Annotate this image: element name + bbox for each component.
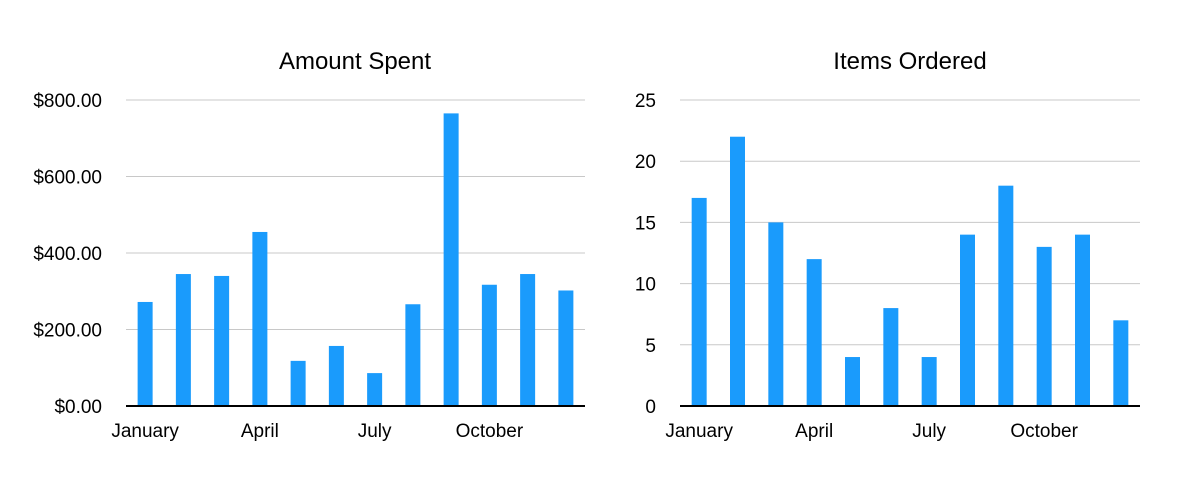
x-axis-ticks: January April July October: [665, 421, 1078, 442]
bar-july: [367, 373, 383, 406]
x-tick-label: April: [795, 421, 833, 442]
bars: [137, 113, 574, 406]
y-axis-ticks: $0.00 $200.00 $400.00 $600.00 $800.00: [33, 91, 102, 418]
y-tick-label: $600.00: [33, 168, 102, 189]
x-tick-label: July: [912, 421, 946, 442]
bar-october: [481, 284, 497, 406]
grid-lines: [126, 99, 585, 330]
bar-july: [921, 357, 937, 406]
bar-october: [1036, 246, 1052, 406]
bar-april: [252, 231, 268, 406]
x-tick-label: October: [1010, 421, 1078, 442]
bar-january: [691, 197, 707, 406]
y-tick-label: $400.00: [33, 244, 102, 265]
bar-february: [730, 136, 745, 406]
x-tick-label: July: [358, 421, 392, 442]
y-tick-label: 5: [645, 336, 656, 357]
bar-june: [883, 308, 899, 406]
x-tick-label: April: [241, 421, 279, 442]
bars: [691, 136, 1129, 406]
x-tick-label: October: [456, 421, 524, 442]
x-axis-ticks: January April July October: [111, 421, 524, 442]
amount-spent-chart: Amount Spent $0.00$200.00$400.00$600.00$…: [33, 48, 585, 442]
x-tick-label: January: [111, 421, 179, 442]
chart-title: Amount Spent: [279, 48, 431, 75]
items-ordered-chart: Items Ordered 0 5 10 15 20 25 January April Jul…: [635, 48, 1140, 442]
y-tick-label: 15: [635, 213, 656, 234]
grid-lines: [680, 99, 1140, 346]
bar-november: [520, 274, 536, 406]
y-tick-label: $800.00: [33, 91, 102, 112]
bar-may: [845, 357, 860, 406]
y-tick-label: 25: [635, 91, 656, 112]
chart-title: Items Ordered: [833, 48, 986, 75]
x-tick-label: January: [665, 421, 733, 442]
y-tick-label: $200.00: [33, 321, 102, 342]
bar-august: [960, 234, 975, 406]
bar-april: [806, 259, 822, 406]
bar-march: [768, 222, 784, 406]
bar-february: [175, 274, 191, 406]
bar-december: [1113, 320, 1129, 406]
y-tick-label: 0: [645, 397, 656, 418]
y-axis-ticks: 0 5 10 15 20 25: [635, 91, 656, 418]
bar-march: [214, 275, 230, 406]
bar-september: [443, 113, 459, 406]
bar-may: [290, 360, 306, 406]
bar-november: [1075, 234, 1090, 406]
y-tick-label: $0.00: [54, 397, 102, 418]
bar-september: [998, 185, 1014, 406]
bar-december: [558, 290, 574, 406]
y-tick-label: 20: [635, 152, 656, 173]
bar-january: [137, 301, 153, 406]
bar-june: [328, 345, 344, 406]
bar-august: [405, 304, 421, 406]
y-tick-label: 10: [635, 275, 656, 296]
